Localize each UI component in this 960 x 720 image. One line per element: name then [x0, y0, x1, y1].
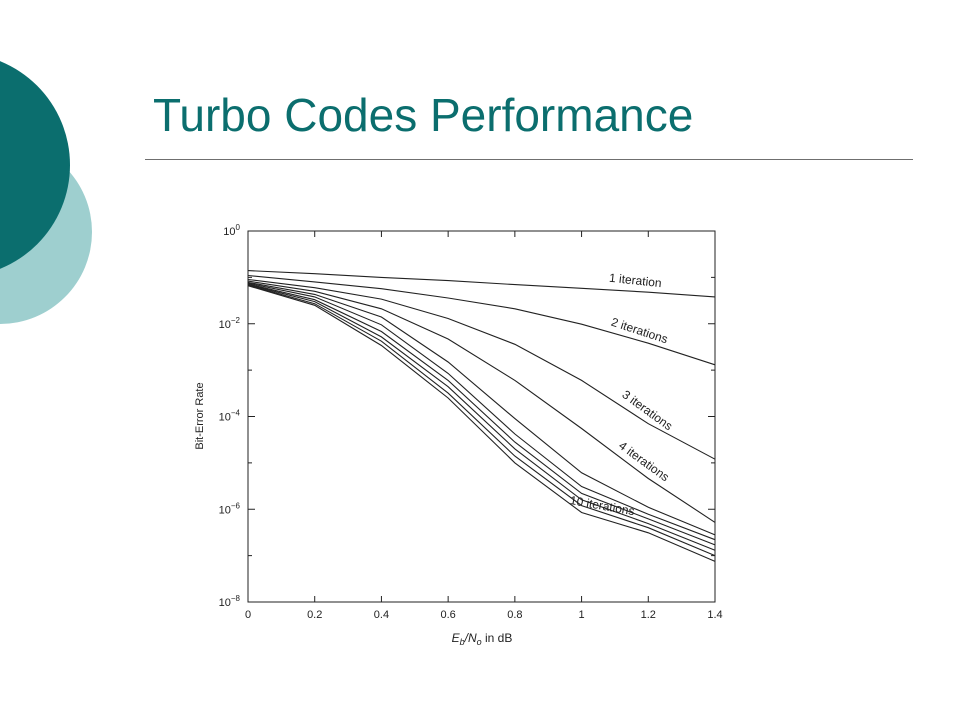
x-label-n: /N	[464, 631, 477, 645]
x-tick-label: 1	[579, 609, 585, 621]
series-line-8	[247, 284, 716, 551]
x-label-sub-o: o	[477, 637, 482, 647]
y-tick-label: 100	[223, 223, 240, 238]
series-label-2: 2 iterations	[609, 315, 669, 346]
axis-ticks: 0 0.2 0.4 0.6 0.8 1 1.2 1.4 100 10−2 10−4 10−6 10−8	[219, 223, 723, 621]
y-axis-label: Bit-Error Rate	[194, 382, 206, 449]
y-tick-label: 10−6	[219, 501, 241, 516]
x-tick-label: 0.6	[440, 609, 455, 621]
x-label-sub-b: b	[460, 637, 465, 647]
y-tick-label: 10−2	[219, 316, 241, 331]
series-label-10: 10 iterations	[569, 493, 636, 518]
series-line-1	[247, 270, 716, 298]
y-tick-label: 10−4	[219, 409, 241, 424]
x-tick-label: 1.2	[641, 609, 656, 621]
series-line-10	[247, 285, 716, 562]
x-tick-label: 0.4	[374, 609, 389, 621]
x-axis-label: Eb/No in dB	[452, 631, 513, 647]
x-tick-label: 0.8	[507, 609, 522, 621]
series-line-3	[247, 278, 716, 460]
series-line-9	[247, 284, 716, 557]
series-label-1: 1 iteration	[608, 271, 662, 290]
series-lines	[247, 270, 716, 562]
x-tick-label: 0.2	[307, 609, 322, 621]
x-label-e: E	[452, 631, 461, 645]
series-line-7	[247, 283, 716, 546]
series-line-5	[247, 281, 716, 536]
decor-circle-dark	[0, 61, 70, 269]
slide-title: Turbo Codes Performance	[153, 89, 694, 141]
series-line-2	[247, 274, 716, 366]
x-label-unit: in dB	[482, 631, 513, 645]
series-line-6	[247, 282, 716, 541]
x-tick-label: 0	[245, 609, 251, 621]
series-line-4	[247, 280, 716, 523]
y-tick-label: 10−8	[219, 594, 241, 609]
x-tick-label: 1.4	[707, 609, 722, 621]
title-divider	[145, 159, 913, 160]
